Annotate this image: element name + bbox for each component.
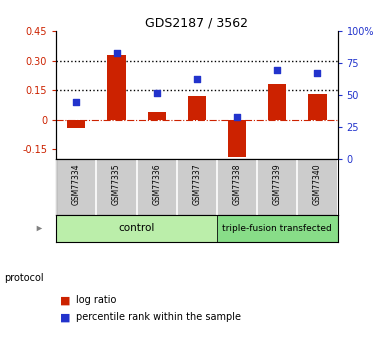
Point xyxy=(194,76,200,81)
Bar xyxy=(67,120,85,128)
Text: GSM77337: GSM77337 xyxy=(192,164,201,205)
Text: triple-fusion transfected: triple-fusion transfected xyxy=(222,224,332,233)
Text: ■: ■ xyxy=(60,295,71,305)
Point xyxy=(314,71,320,76)
Point xyxy=(234,114,240,120)
Text: log ratio: log ratio xyxy=(76,295,116,305)
Text: percentile rank within the sample: percentile rank within the sample xyxy=(76,313,241,322)
Text: GSM77334: GSM77334 xyxy=(72,164,81,205)
Bar xyxy=(308,94,327,120)
Text: GSM77336: GSM77336 xyxy=(152,164,161,205)
Point xyxy=(274,67,281,72)
Point xyxy=(154,90,160,95)
Bar xyxy=(228,120,246,157)
Bar xyxy=(56,215,217,242)
Bar xyxy=(268,84,286,120)
Bar xyxy=(217,215,338,242)
Text: ■: ■ xyxy=(60,313,71,322)
Text: control: control xyxy=(118,224,155,234)
Text: GSM77335: GSM77335 xyxy=(112,164,121,205)
Point xyxy=(113,50,120,56)
Bar xyxy=(148,112,166,120)
Bar xyxy=(188,96,206,120)
Point xyxy=(73,99,80,104)
Text: GSM77339: GSM77339 xyxy=(273,164,282,205)
Bar xyxy=(107,55,126,120)
Text: GSM77340: GSM77340 xyxy=(313,164,322,205)
Title: GDS2187 / 3562: GDS2187 / 3562 xyxy=(146,17,248,30)
Text: GSM77338: GSM77338 xyxy=(232,164,242,205)
Text: protocol: protocol xyxy=(4,273,43,283)
